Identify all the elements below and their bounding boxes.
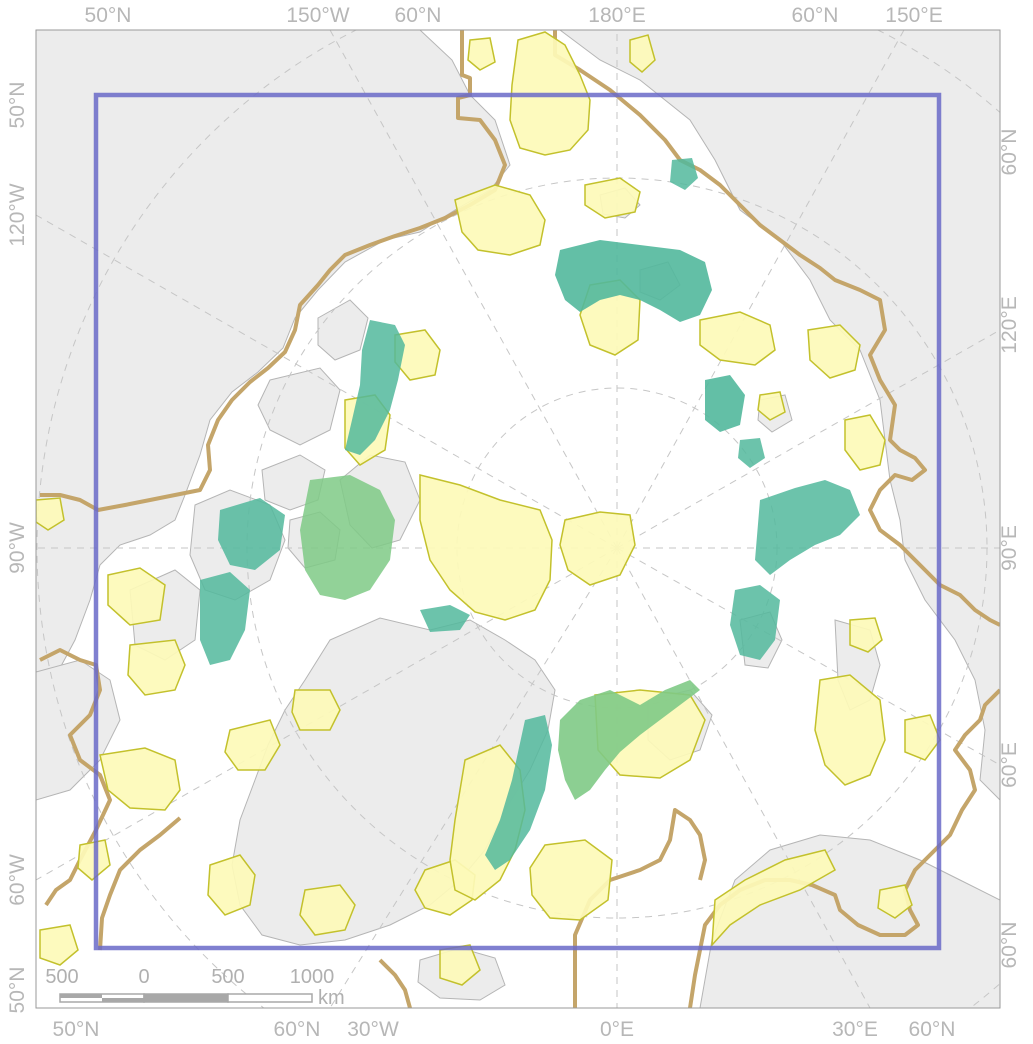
zone-davis-strait <box>207 854 256 916</box>
right-label-1: 120°E <box>998 296 1021 353</box>
top-label-5: 150°E <box>885 4 942 27</box>
zone-central-arctic <box>559 511 636 586</box>
teal-beaufort <box>345 320 405 455</box>
zone-labrador <box>99 747 181 811</box>
right-label-0: 60°N <box>998 129 1021 176</box>
zone-beaufort-west <box>454 184 546 256</box>
right-label-2: 90°E <box>998 525 1021 571</box>
bottom-label-5: 60°N <box>909 1018 956 1041</box>
green-archipelago <box>300 475 395 600</box>
teal-east-siberian <box>555 240 712 322</box>
zone-small-3 <box>904 714 941 761</box>
zone-kara-sea <box>844 414 886 471</box>
right-label-3: 60°E <box>998 742 1021 788</box>
zone-small-8 <box>629 34 656 73</box>
zone-small-9 <box>467 37 496 71</box>
right-axis-labels: 60°N 120°E 90°E 60°E 60°N <box>998 129 1021 969</box>
teal-east-greenland <box>485 715 552 870</box>
scale-tick-2: 500 <box>211 966 244 988</box>
scale-bar: 500 0 500 1000 km <box>45 966 344 1009</box>
zone-small-5 <box>39 924 79 966</box>
green-zones <box>200 158 860 870</box>
bottom-label-1: 60°N <box>274 1018 321 1041</box>
left-label-3: 60°W <box>6 854 29 906</box>
left-label-1: 120°W <box>6 183 29 246</box>
top-label-4: 60°N <box>792 4 839 27</box>
zone-west-greenland <box>224 719 281 771</box>
land-victoria-island <box>257 367 341 446</box>
zone-norwegian-sea <box>529 839 613 921</box>
land-banks-island <box>317 299 369 361</box>
map-panel-border <box>35 29 1001 1009</box>
teal-laptev <box>705 375 745 432</box>
bottom-label-3: 0°E <box>600 1018 634 1041</box>
zone-norway-coast <box>711 849 836 948</box>
zone-small-1 <box>757 391 786 421</box>
zone-barents-east <box>814 674 886 786</box>
left-label-0: 50°N <box>6 82 29 129</box>
left-axis-labels: 50°N 120°W 90°W 60°W 50°N <box>6 82 29 1014</box>
bottom-label-4: 30°E <box>832 1018 878 1041</box>
top-label-1: 150°W <box>286 4 349 27</box>
teal-nares <box>420 605 470 632</box>
zone-hudson-strait <box>107 567 166 626</box>
land-siberia <box>559 30 1000 801</box>
teal-barents-east <box>730 585 780 660</box>
zone-small-4 <box>877 884 913 919</box>
bottom-label-2: 30°W <box>347 1018 399 1041</box>
zone-chukotka-coast <box>584 177 641 219</box>
teal-chukotka <box>670 158 698 190</box>
green-barents <box>558 680 700 800</box>
top-label-0: 50°N <box>85 4 132 27</box>
top-label-3: 180°E <box>588 4 645 27</box>
zone-small-6 <box>36 497 65 531</box>
scale-tick-3: 1000 <box>290 966 335 988</box>
scale-tick-1: 0 <box>138 966 149 988</box>
zone-hudson <box>127 639 186 696</box>
left-label-2: 90°W <box>6 522 29 574</box>
scale-unit: km <box>318 987 345 1009</box>
teal-hudson <box>200 572 250 665</box>
right-label-4: 60°N <box>998 922 1021 969</box>
teal-central <box>738 438 765 468</box>
zone-laptev <box>699 311 776 366</box>
study-area-frame <box>93 92 942 951</box>
zone-baffin-bay <box>291 689 341 731</box>
bottom-label-0: 50°N <box>53 1018 100 1041</box>
zone-small-2 <box>849 617 883 653</box>
scale-tick-0: 500 <box>45 966 78 988</box>
zone-iceland-north <box>299 884 356 936</box>
zone-east-siberian <box>807 324 861 379</box>
bottom-axis-labels: 50°N 60°N 30°W 0°E 30°E 60°N <box>53 1018 956 1041</box>
left-label-4: 50°N <box>6 967 29 1014</box>
zone-canadian-basin <box>419 474 553 621</box>
top-label-2: 60°N <box>395 4 442 27</box>
teal-archipelago-west <box>218 498 285 570</box>
teal-kara <box>755 480 860 575</box>
top-axis-labels: 50°N 150°W 60°N 180°E 60°N 150°E <box>85 4 943 27</box>
